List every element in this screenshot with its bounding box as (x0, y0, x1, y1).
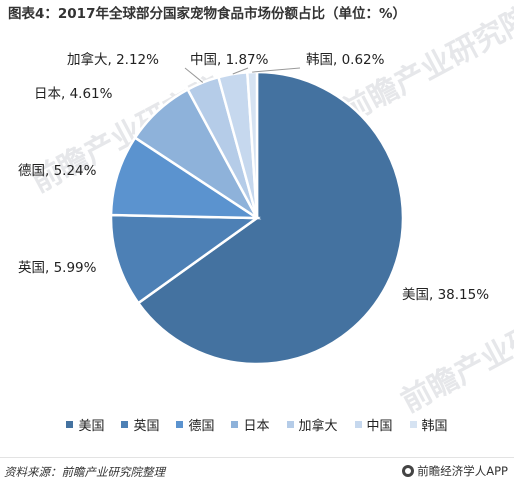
legend-item: 美国 (66, 415, 104, 434)
footer: 资料来源：前瞻产业研究院整理 前瞻经济学人APP (0, 457, 514, 488)
legend-label: 日本 (243, 419, 270, 434)
legend-label: 英国 (133, 419, 160, 434)
legend-swatch (121, 421, 129, 428)
legend-swatch (409, 421, 417, 428)
legend-item: 德国 (176, 415, 214, 434)
data-label: 德国, 5.24% (18, 163, 97, 179)
legend-item: 韩国 (409, 415, 448, 434)
legend-swatch (231, 421, 239, 428)
brand-logo-icon (402, 465, 415, 477)
brand: 前瞻经济学人APP (402, 463, 508, 479)
legend-swatch (286, 421, 294, 428)
leader-line (252, 67, 301, 73)
data-label: 中国, 1.87% (190, 52, 269, 68)
data-label: 日本, 4.61% (34, 86, 113, 102)
leader-line (232, 67, 249, 75)
legend-swatch (66, 421, 74, 428)
brand-name: 前瞻经济学人APP (417, 464, 508, 478)
leader-line (184, 67, 204, 83)
legend-item: 加拿大 (286, 415, 338, 434)
chart-title: 图表4：2017年全球部分国家宠物食品市场份额占比（单位：%） (8, 6, 406, 22)
chart-legend: 美国 英国 德国 日本 加拿大 中国 韩国 (0, 415, 514, 434)
legend-label: 加拿大 (298, 419, 338, 434)
legend-label: 韩国 (421, 419, 448, 434)
data-label: 加拿大, 2.12% (67, 51, 159, 68)
data-label: 英国, 5.99% (18, 259, 97, 276)
pie-slice-2 (109, 213, 261, 305)
legend-label: 中国 (366, 419, 393, 434)
legend-label: 美国 (78, 419, 105, 434)
legend-item: 中国 (354, 415, 393, 434)
data-label: 韩国, 0.62% (306, 52, 385, 68)
legend-swatch (354, 421, 362, 428)
legend-label: 德国 (188, 419, 215, 434)
data-label: 美国, 38.15% (402, 287, 489, 303)
legend-item: 英国 (121, 415, 159, 434)
legend-swatch (176, 421, 184, 428)
pie-slice-1 (136, 70, 405, 366)
legend-item: 日本 (231, 415, 270, 434)
pie-slice-3 (109, 135, 262, 220)
source-note: 资料来源：前瞻产业研究院整理 (4, 465, 165, 479)
